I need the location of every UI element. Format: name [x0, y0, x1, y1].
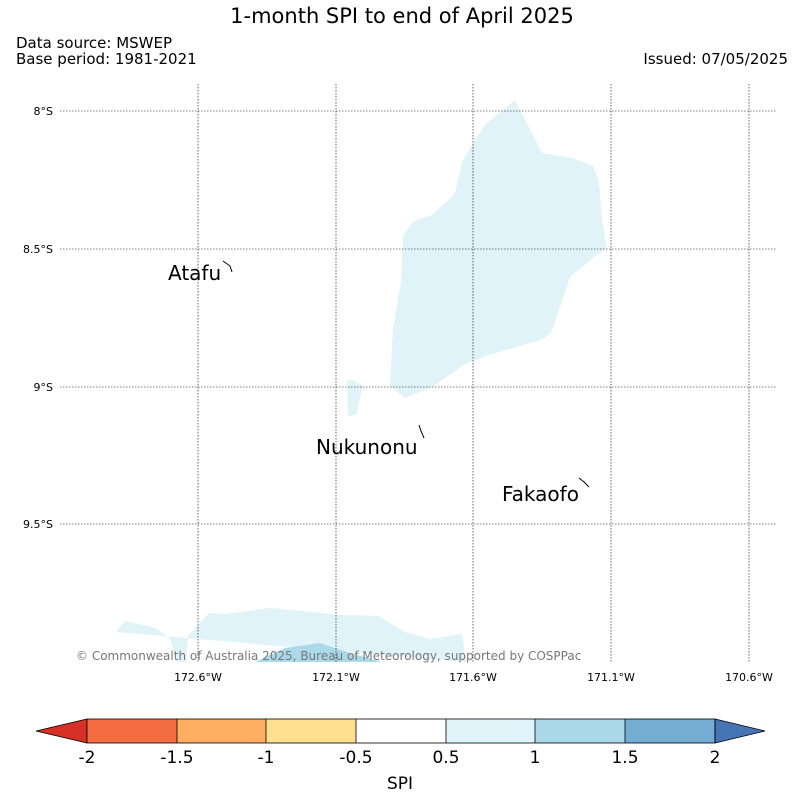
colorbar-ticks: -2 -1.5 -1 -0.5 0.5 1 1.5 2 [79, 748, 721, 768]
colorbar-tick: -1.5 [160, 748, 193, 768]
place-label-fakaofo: Fakaofo [502, 482, 579, 506]
lat-label-9-5s: 9.5°S [23, 518, 53, 531]
base-period: Base period: 1981-2021 [16, 50, 197, 68]
lon-label-172-6w: 172.6°W [174, 671, 222, 684]
lon-label-170-6w: 170.6°W [725, 671, 773, 684]
colorbar-tick: 1.5 [611, 748, 638, 768]
colorbar-tick: 0.5 [432, 748, 459, 768]
lon-label-171-6w: 171.6°W [449, 671, 497, 684]
colorbar-label: SPI [387, 774, 413, 794]
lat-label-8-5s: 8.5°S [23, 243, 53, 256]
colorbar-bin-1-1-5 [535, 719, 625, 743]
copyright-notice: © Commonwealth of Australia 2025, Bureau… [76, 649, 581, 663]
colorbar-bin-neg1-5-neg1 [177, 719, 266, 743]
colorbar-bin-neg1-neg0-5 [266, 719, 356, 743]
lat-label-9s: 9°S [34, 381, 53, 394]
nukunonu-coastline [418, 424, 425, 439]
spi-region-0.5-1-south [116, 608, 466, 662]
colorbar-tick: 2 [710, 748, 721, 768]
lon-label-171-1w: 171.1°W [587, 671, 635, 684]
colorbar-bin-0-5-1 [446, 719, 535, 743]
data-source: Data source: MSWEP [16, 34, 173, 52]
longitude-labels: 172.6°W 172.1°W 171.6°W 171.1°W 170.6°W [174, 671, 773, 684]
colorbar-extend-max [714, 718, 766, 744]
colorbar-extend-min [35, 718, 88, 744]
lon-label-172-1w: 172.1°W [312, 671, 360, 684]
atolls [222, 260, 590, 488]
colorbar-bin-neg0-5-0-5 [356, 719, 446, 743]
place-label-atafu: Atafu [168, 261, 221, 285]
colorbar-tick: -2 [79, 748, 96, 768]
colorbar-bin-neg2-neg1-5 [87, 719, 177, 743]
colorbar-bin-1-5-2 [625, 719, 715, 743]
place-label-nukunonu: Nukunonu [316, 435, 418, 459]
lat-label-8s: 8°S [34, 105, 53, 118]
map-metadata: Data source: MSWEP Base period: 1981-202… [16, 35, 197, 67]
colorbar-tick: 1 [530, 748, 541, 768]
fakaofo-coastline [578, 477, 590, 488]
spi-region-1-1.5-south [255, 643, 382, 662]
place-labels: Atafu Nukunonu Fakaofo [168, 261, 579, 506]
latitude-gridlines [60, 110, 776, 525]
colorbar: -2 -1.5 -1 -0.5 0.5 1 1.5 2 SPI [35, 718, 766, 794]
atafu-coastline [222, 260, 233, 273]
issued-date: Issued: 07/05/2025 [643, 50, 788, 68]
colorbar-tick: -1 [258, 748, 275, 768]
spi-region-0.5-1-small [347, 380, 363, 416]
latitude-labels: 8°S 8.5°S 9°S 9.5°S [23, 105, 53, 531]
colorbar-tick: -0.5 [339, 748, 372, 768]
spi-shading [116, 100, 607, 662]
longitude-gridlines [197, 84, 750, 662]
map-title: 1-month SPI to end of April 2025 [230, 4, 574, 28]
